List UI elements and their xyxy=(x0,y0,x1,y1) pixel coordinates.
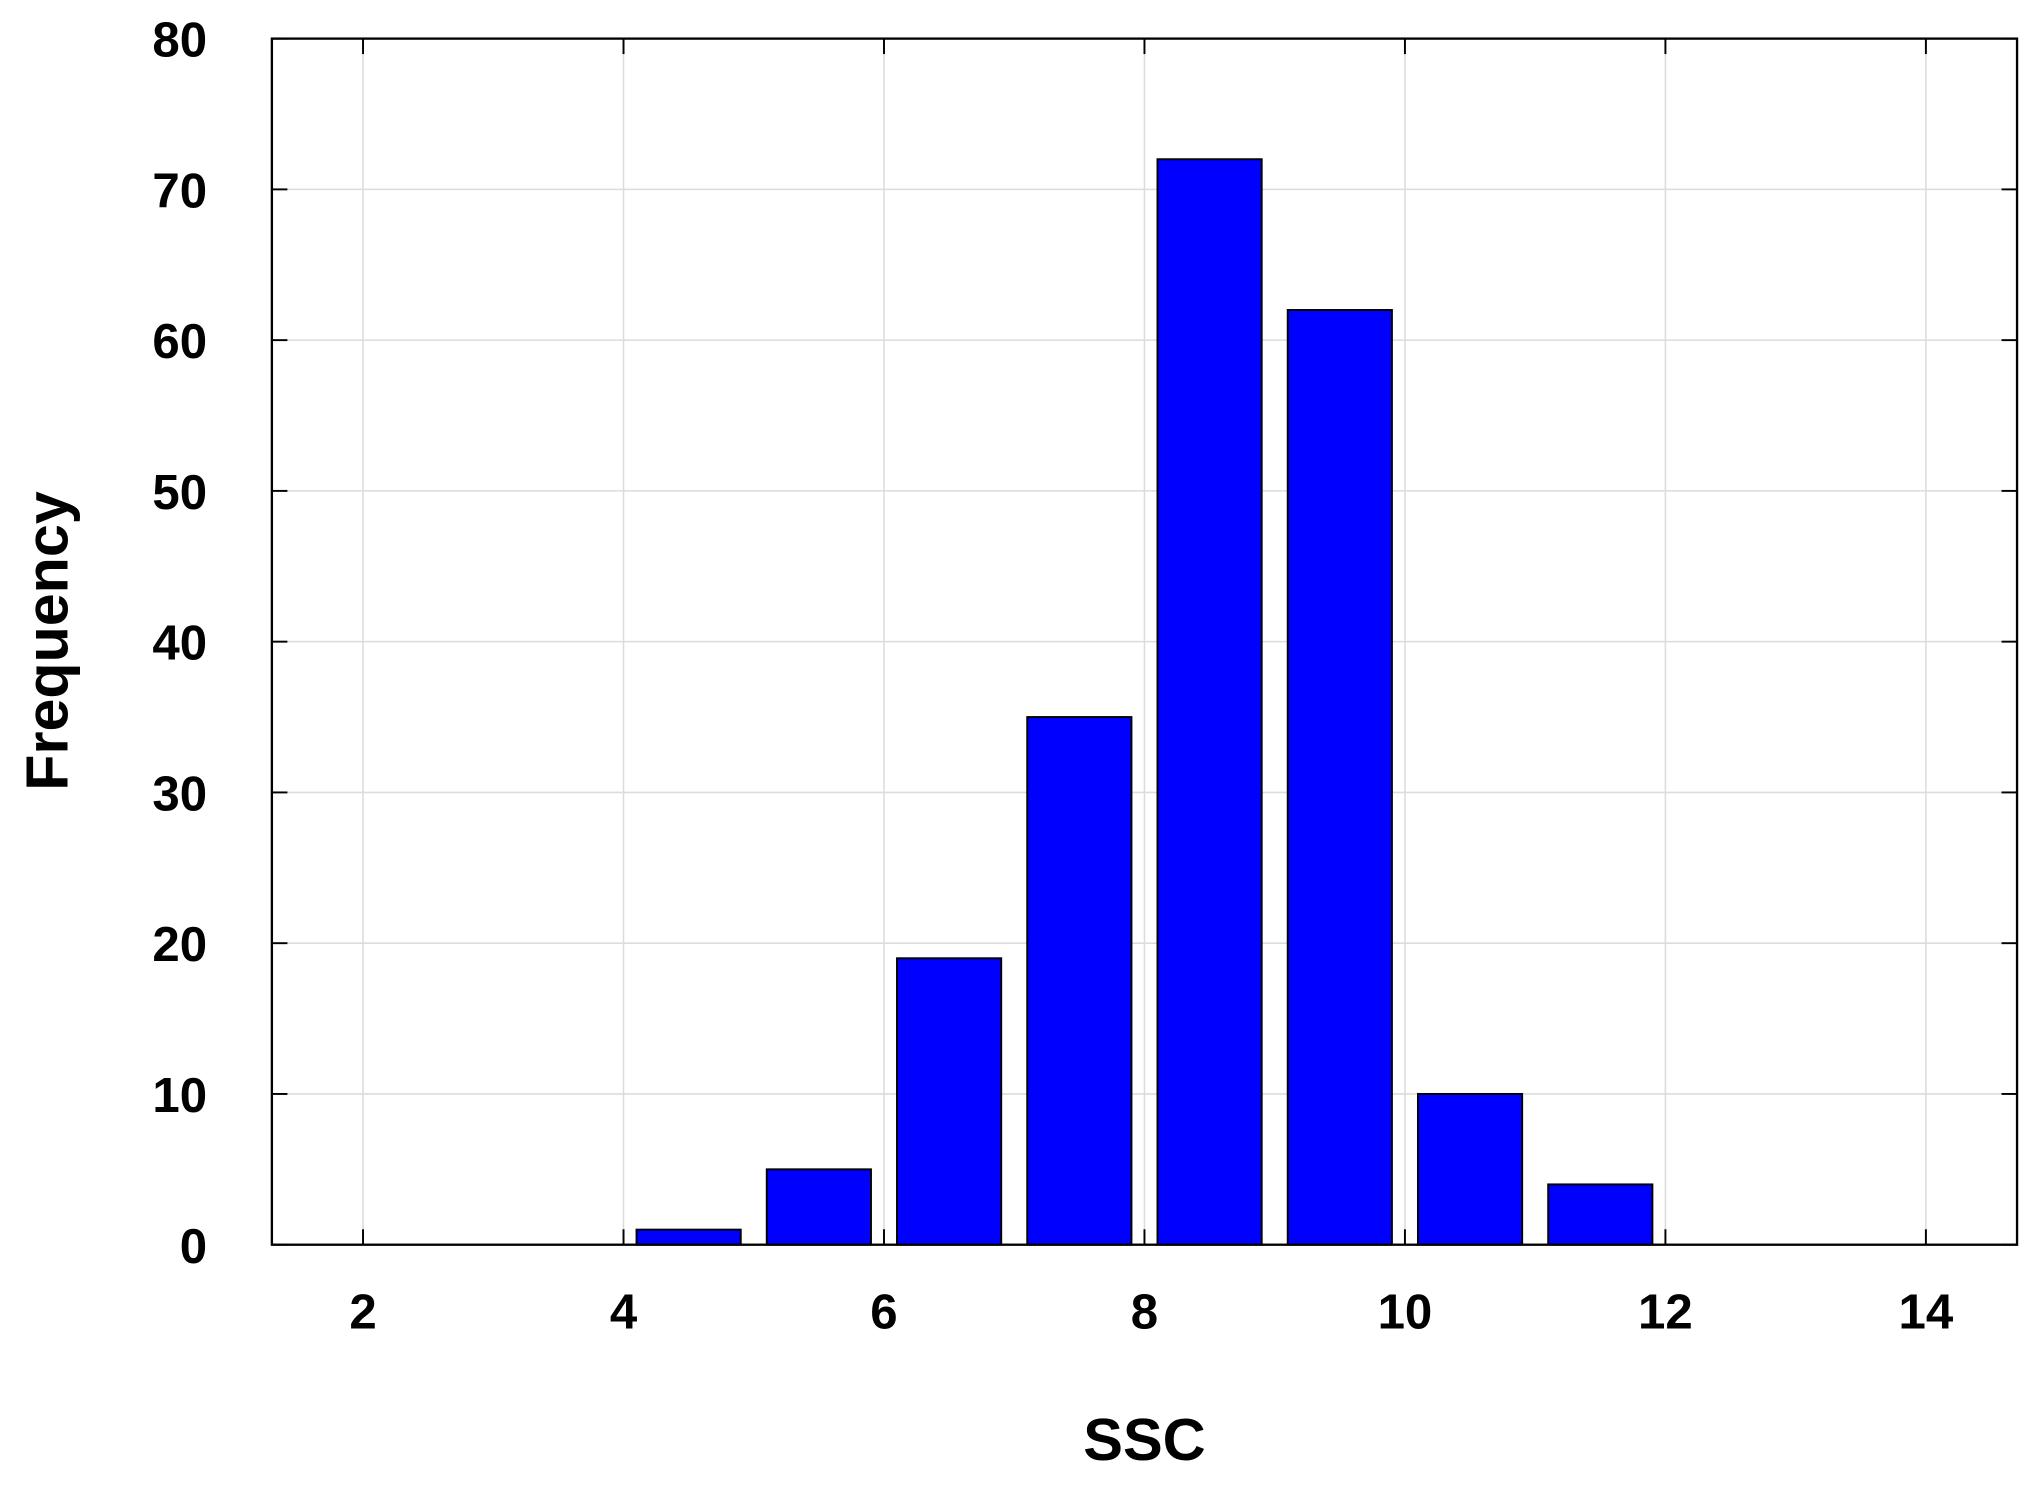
bar xyxy=(1026,716,1133,1246)
bar xyxy=(1416,1092,1524,1246)
y-tick-label: 80 xyxy=(152,14,207,68)
bar xyxy=(896,957,1003,1246)
y-tick-label: 30 xyxy=(152,768,207,822)
y-tick-label: 40 xyxy=(152,617,207,671)
x-tick-label: 12 xyxy=(1638,1286,1693,1340)
x-tick-label: 6 xyxy=(870,1286,897,1340)
y-tick-label: 20 xyxy=(152,918,207,972)
x-tick-label: 4 xyxy=(610,1286,638,1340)
x-tick-label: 2 xyxy=(349,1286,376,1340)
y-axis-label: Frequency xyxy=(13,491,80,790)
x-axis-label: SSC xyxy=(1083,1406,1205,1473)
bar xyxy=(765,1168,872,1246)
x-tick-label: 14 xyxy=(1899,1286,1954,1340)
y-tick-label: 0 xyxy=(180,1220,207,1274)
plot-frame xyxy=(270,37,2019,1246)
y-tick-label: 60 xyxy=(152,315,207,369)
bar xyxy=(1286,309,1393,1246)
bar xyxy=(1156,158,1263,1246)
y-tick-label: 50 xyxy=(152,466,207,520)
bar xyxy=(1547,1183,1654,1246)
bar xyxy=(635,1228,742,1246)
x-tick-label: 8 xyxy=(1131,1286,1158,1340)
y-tick-label: 70 xyxy=(152,165,207,219)
x-tick-label: 10 xyxy=(1378,1286,1433,1340)
y-tick-label: 10 xyxy=(152,1069,207,1123)
